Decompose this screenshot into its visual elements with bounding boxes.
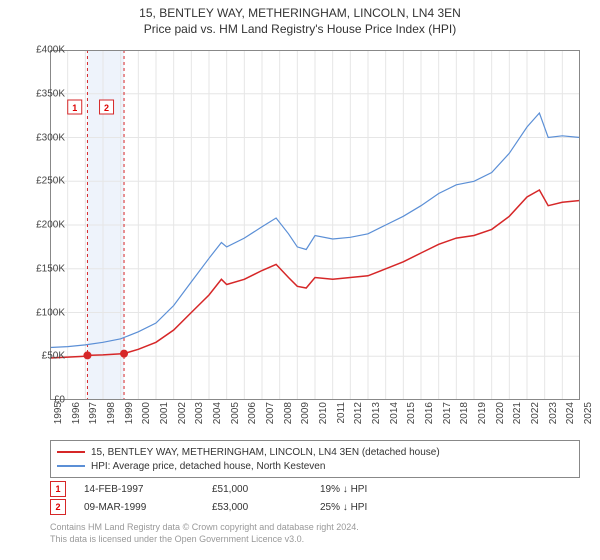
callout-price: £51,000 xyxy=(212,484,302,495)
plot-area: 12 xyxy=(50,50,580,400)
callout-row-2: 2 09-MAR-1999 £53,000 25% ↓ HPI xyxy=(50,498,580,516)
footer-attribution: Contains HM Land Registry data © Crown c… xyxy=(50,522,580,545)
chart-title-line2: Price paid vs. HM Land Registry's House … xyxy=(0,22,600,36)
x-tick-label: 2012 xyxy=(353,402,364,424)
legend-swatch xyxy=(57,465,85,467)
legend-item-hpi: HPI: Average price, detached house, Nort… xyxy=(57,459,573,473)
x-tick-label: 2020 xyxy=(495,402,506,424)
callout-badge: 1 xyxy=(50,481,66,497)
x-tick-label: 2005 xyxy=(230,402,241,424)
callout-date: 09-MAR-1999 xyxy=(84,502,194,513)
x-tick-label: 2021 xyxy=(512,402,523,424)
x-tick-label: 2025 xyxy=(583,402,594,424)
callout-date: 14-FEB-1997 xyxy=(84,484,194,495)
x-tick-label: 2010 xyxy=(318,402,329,424)
callout-hpi-delta: 25% ↓ HPI xyxy=(320,502,440,513)
y-tick-label: £350K xyxy=(15,88,65,99)
legend-label: 15, BENTLEY WAY, METHERINGHAM, LINCOLN, … xyxy=(91,447,440,458)
x-tick-label: 2022 xyxy=(530,402,541,424)
x-tick-label: 2001 xyxy=(159,402,170,424)
y-tick-label: £200K xyxy=(15,220,65,231)
callout-table: 1 14-FEB-1997 £51,000 19% ↓ HPI 2 09-MAR… xyxy=(50,480,580,516)
y-tick-label: £300K xyxy=(15,132,65,143)
callout-price: £53,000 xyxy=(212,502,302,513)
y-tick-label: £100K xyxy=(15,307,65,318)
chart-title-line1: 15, BENTLEY WAY, METHERINGHAM, LINCOLN, … xyxy=(0,6,600,20)
legend-label: HPI: Average price, detached house, Nort… xyxy=(91,461,325,472)
x-tick-label: 2024 xyxy=(565,402,576,424)
legend-item-price-paid: 15, BENTLEY WAY, METHERINGHAM, LINCOLN, … xyxy=(57,445,573,459)
x-tick-label: 1995 xyxy=(53,402,64,424)
y-tick-label: £50K xyxy=(15,351,65,362)
x-tick-label: 2006 xyxy=(247,402,258,424)
callout-hpi-delta: 19% ↓ HPI xyxy=(320,484,440,495)
x-tick-label: 2004 xyxy=(212,402,223,424)
legend: 15, BENTLEY WAY, METHERINGHAM, LINCOLN, … xyxy=(50,440,580,478)
svg-text:1: 1 xyxy=(72,103,77,113)
x-tick-label: 2018 xyxy=(459,402,470,424)
callout-row-1: 1 14-FEB-1997 £51,000 19% ↓ HPI xyxy=(50,480,580,498)
callout-badge: 2 xyxy=(50,499,66,515)
x-tick-label: 2003 xyxy=(194,402,205,424)
x-tick-label: 2007 xyxy=(265,402,276,424)
x-tick-label: 2000 xyxy=(141,402,152,424)
x-tick-label: 1997 xyxy=(88,402,99,424)
y-tick-label: £400K xyxy=(15,45,65,56)
x-tick-label: 1999 xyxy=(124,402,135,424)
y-tick-label: £250K xyxy=(15,176,65,187)
chart-title-block: 15, BENTLEY WAY, METHERINGHAM, LINCOLN, … xyxy=(0,0,600,36)
x-tick-label: 1996 xyxy=(71,402,82,424)
y-tick-label: £150K xyxy=(15,263,65,274)
x-tick-label: 2016 xyxy=(424,402,435,424)
x-tick-label: 2002 xyxy=(177,402,188,424)
x-tick-label: 2011 xyxy=(336,402,347,424)
x-tick-label: 2019 xyxy=(477,402,488,424)
plot-svg: 12 xyxy=(50,50,580,400)
x-tick-label: 2008 xyxy=(283,402,294,424)
x-tick-label: 2009 xyxy=(300,402,311,424)
legend-swatch xyxy=(57,451,85,453)
footer-line2: This data is licensed under the Open Gov… xyxy=(50,534,580,546)
footer-line1: Contains HM Land Registry data © Crown c… xyxy=(50,522,580,534)
chart-container: 15, BENTLEY WAY, METHERINGHAM, LINCOLN, … xyxy=(0,0,600,560)
x-tick-label: 1998 xyxy=(106,402,117,424)
x-tick-label: 2023 xyxy=(548,402,559,424)
x-tick-label: 2014 xyxy=(389,402,400,424)
x-tick-label: 2017 xyxy=(442,402,453,424)
x-tick-label: 2013 xyxy=(371,402,382,424)
x-tick-label: 2015 xyxy=(406,402,417,424)
svg-text:2: 2 xyxy=(104,103,109,113)
